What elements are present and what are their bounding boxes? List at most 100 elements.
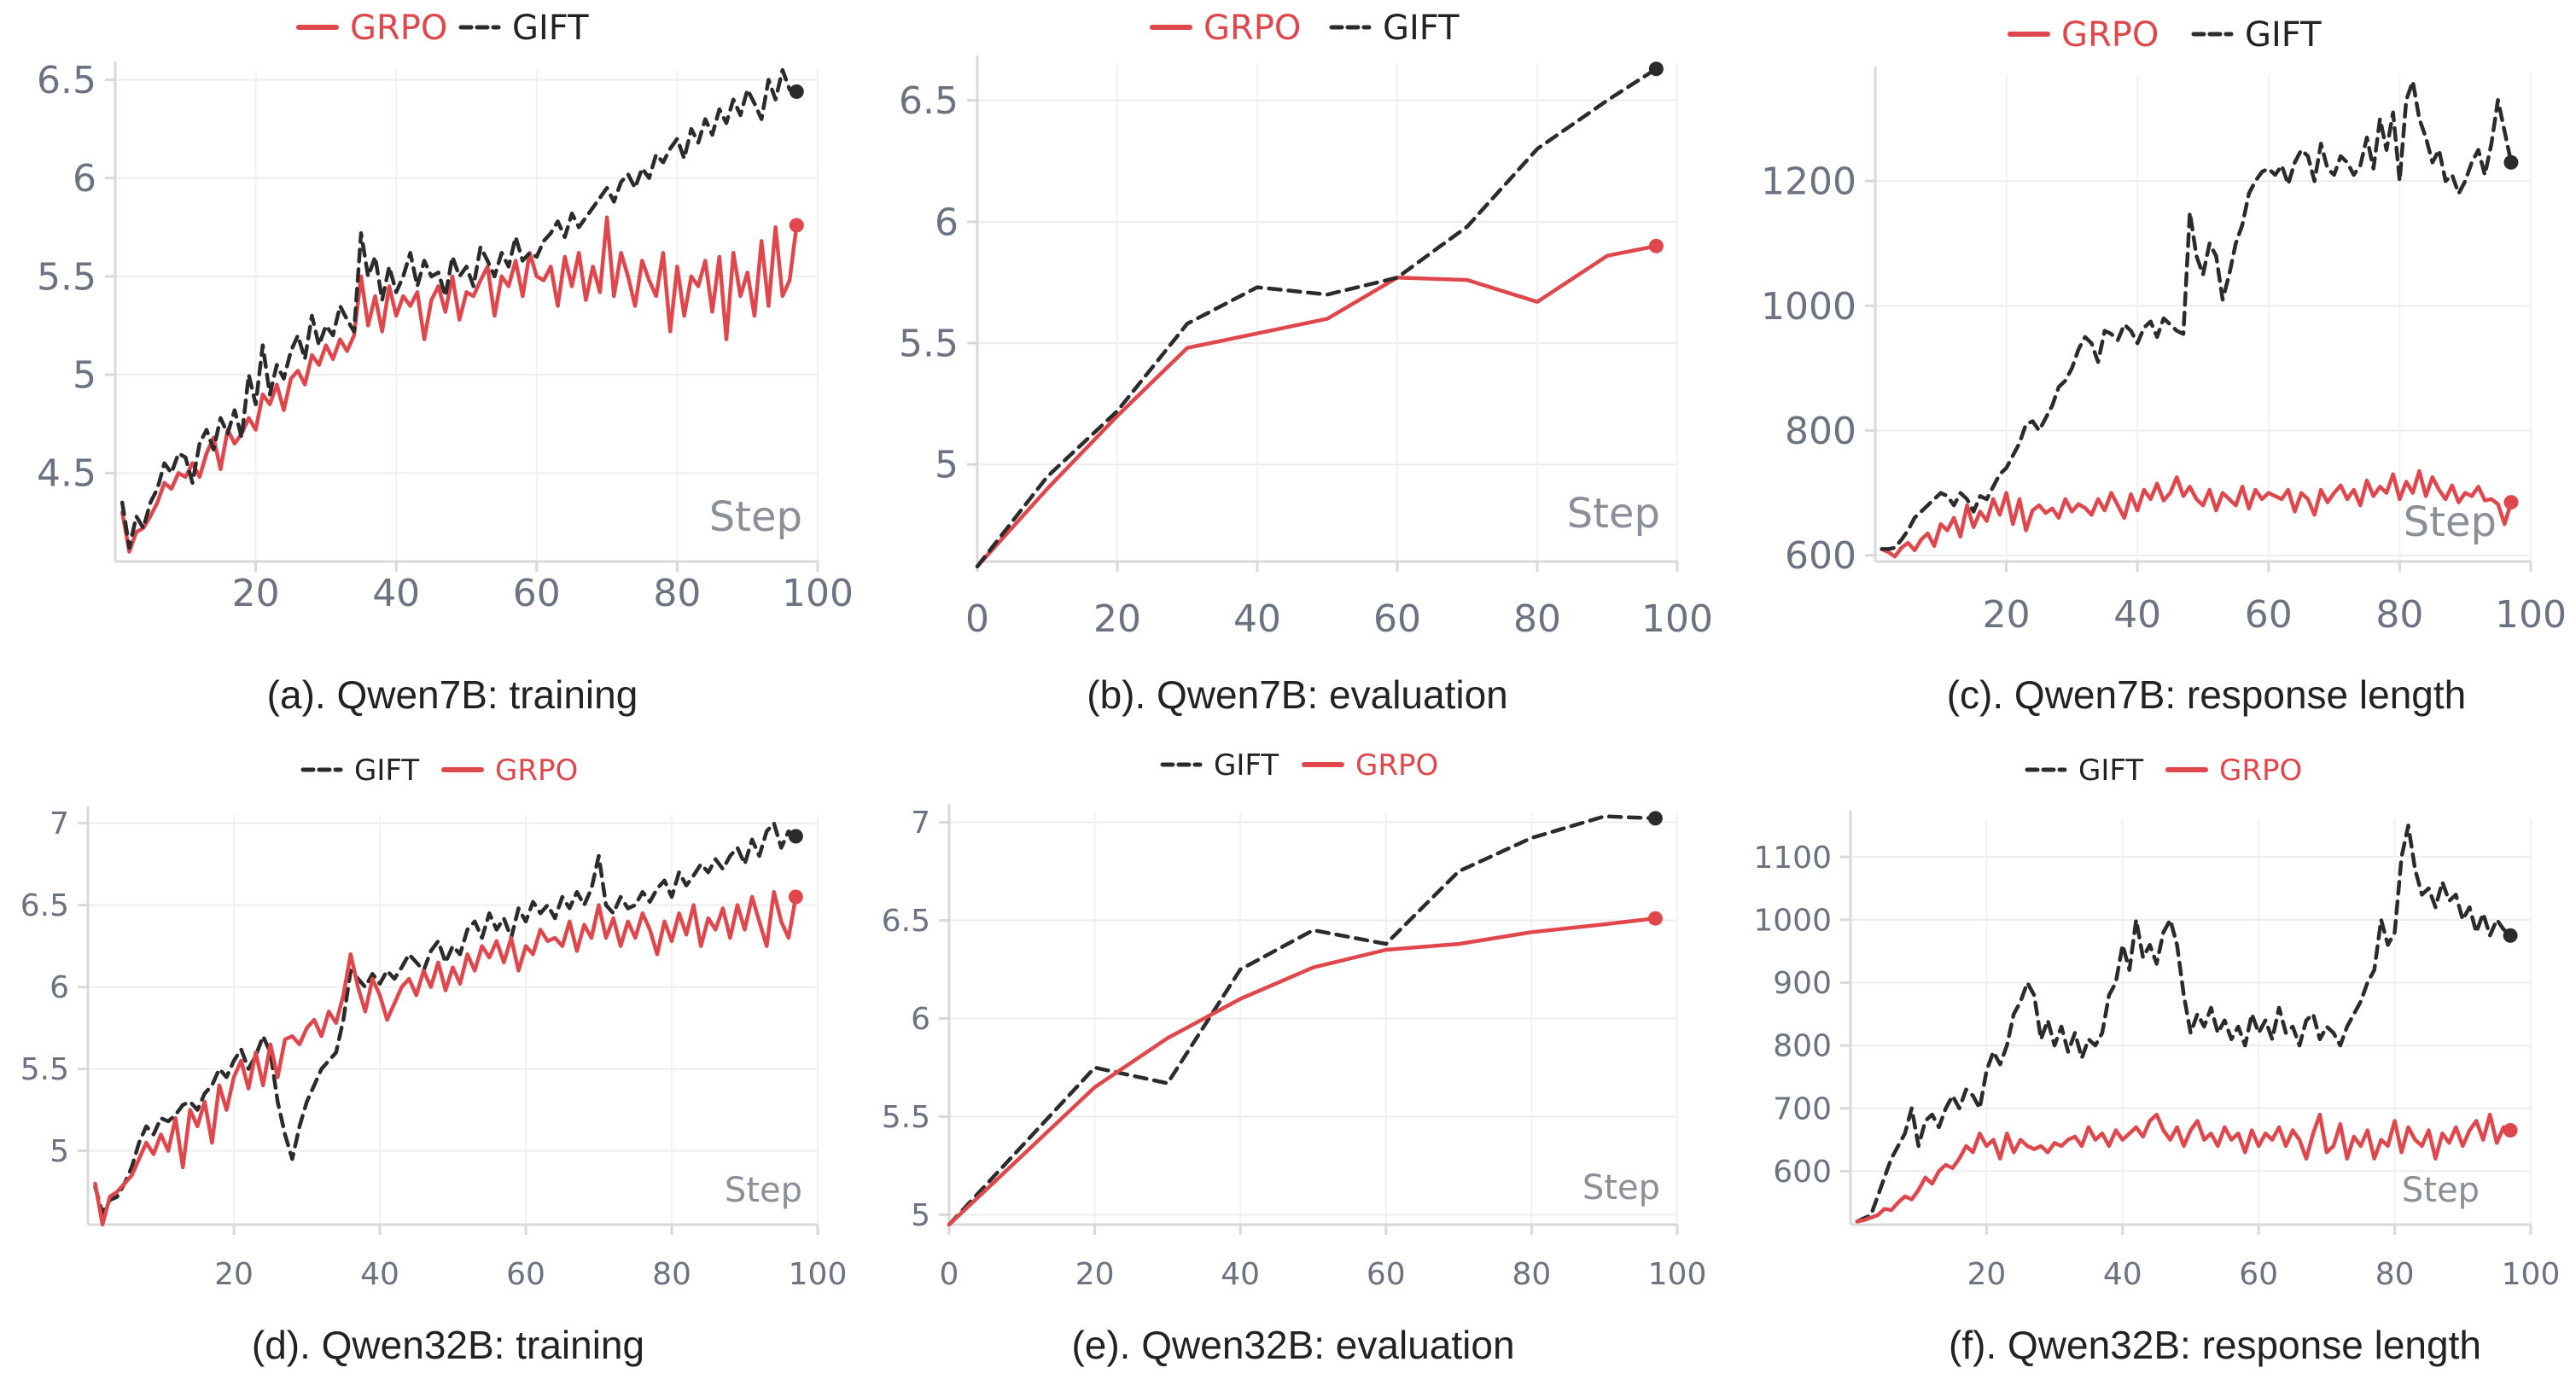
- y-tick-label: 600: [1773, 1155, 1832, 1190]
- x-tick-label: 80: [2375, 1257, 2415, 1292]
- y-tick-label: 5: [50, 1134, 69, 1169]
- series-line-grpo: [1880, 469, 2514, 559]
- series-end-point-grpo: [1648, 238, 1664, 253]
- series-line-gift: [1855, 824, 2513, 1224]
- y-tick-label: 6.5: [882, 904, 930, 939]
- series-line-grpo: [119, 215, 799, 554]
- series-line-gift: [119, 67, 799, 550]
- legend-label-grpo: GRPO: [495, 754, 578, 788]
- chart-panel-b: 5 5.5 6 6.5 0 20 40 60 80 100 Step GRPO GIFT (b). Qwe…: [899, 9, 1713, 717]
- series-end-point-grpo: [2503, 1123, 2518, 1138]
- legend-label-gift: GIFT: [354, 754, 419, 788]
- y-tick-label: 6: [73, 157, 96, 201]
- y-tick-label: 5.5: [37, 255, 96, 299]
- series-end-point-grpo: [788, 889, 803, 905]
- legend-label-gift: GIFT: [1383, 9, 1460, 48]
- x-tick-label: 80: [652, 1257, 691, 1292]
- x-tick-label: 20: [1983, 593, 2031, 637]
- panel-caption: (c). Qwen7B: response length: [1947, 672, 2467, 717]
- x-tick-label: 20: [1967, 1257, 2006, 1292]
- x-axis-label: Step: [1582, 1168, 1660, 1208]
- x-tick-label: 80: [2375, 593, 2423, 637]
- y-tick-label: 600: [1785, 534, 1856, 578]
- y-tick-label: 6: [935, 201, 959, 244]
- series-line-grpo: [93, 889, 798, 1227]
- y-tick-label: 5.5: [882, 1100, 930, 1135]
- y-tick-label: 900: [1773, 966, 1832, 1001]
- x-tick-label: 80: [1512, 1257, 1551, 1292]
- series-line-gift: [975, 67, 1658, 568]
- x-tick-label: 40: [1233, 597, 1281, 641]
- y-tick-label: 7: [911, 806, 930, 841]
- x-axis-label: Step: [2402, 1171, 2480, 1210]
- legend-label-gift: GIFT: [2078, 754, 2143, 788]
- chart-panel-c: 600 800 1000 1200 20 40 60 80 100 Step GRPO GIFT (c)…: [1761, 15, 2567, 717]
- chart-panel-a: 4.5 5 5.5 6 6.5 20 40 60 80 100 Step GRPO GIFT (a). Q…: [37, 9, 854, 717]
- series-end-point-grpo: [1647, 911, 1663, 926]
- panel-caption: (f). Qwen32B: response length: [1949, 1323, 2481, 1367]
- panel-caption: (e). Qwen32B: evaluation: [1071, 1323, 1514, 1367]
- y-tick-label: 6: [911, 1002, 930, 1037]
- legend-label-gift: GIFT: [512, 9, 589, 48]
- x-tick-label: 100: [1641, 597, 1713, 641]
- y-tick-label: 1100: [1753, 841, 1832, 876]
- x-tick-label: 20: [1093, 597, 1141, 641]
- y-tick-label: 1000: [1761, 285, 1856, 329]
- chart-panel-d: 5 5.5 6 6.5 7 20 40 60 80 100 Step GIFT GRPO (d). Qwe…: [20, 754, 848, 1367]
- y-tick-label: 5.5: [20, 1052, 69, 1087]
- x-axis-label: Step: [725, 1171, 802, 1210]
- series-end-point-gift: [2503, 928, 2518, 943]
- y-tick-label: 700: [1773, 1091, 1832, 1126]
- series-end-point-gift: [1648, 61, 1664, 77]
- legend-label-grpo: GRPO: [350, 9, 447, 48]
- y-tick-label: 6.5: [37, 59, 96, 102]
- series-end-point-gift: [789, 84, 804, 99]
- x-tick-label: 60: [2245, 593, 2293, 637]
- x-tick-label: 100: [789, 1257, 848, 1292]
- x-tick-label: 40: [1221, 1257, 1260, 1292]
- legend-label-grpo: GRPO: [2061, 15, 2159, 55]
- y-tick-label: 7: [50, 806, 69, 841]
- x-tick-label: 100: [782, 572, 854, 615]
- x-axis-label: Step: [1567, 490, 1660, 538]
- series-line-grpo: [975, 244, 1658, 568]
- series-end-point-gift: [1647, 811, 1663, 826]
- x-tick-label: 20: [214, 1257, 254, 1292]
- legend-label-grpo: GRPO: [1355, 748, 1438, 783]
- y-tick-label: 6.5: [20, 888, 69, 923]
- y-tick-label: 4.5: [37, 452, 96, 496]
- legend-label-grpo: GRPO: [2219, 754, 2302, 788]
- x-tick-label: 60: [1373, 597, 1421, 641]
- x-tick-label: 80: [1513, 597, 1561, 641]
- series-end-point-grpo: [2503, 495, 2519, 510]
- series-end-point-grpo: [789, 218, 804, 233]
- legend-label-gift: GIFT: [2245, 15, 2322, 55]
- x-tick-label: 20: [232, 572, 280, 615]
- series-line-gift: [1880, 79, 2514, 551]
- x-tick-label: 40: [372, 572, 420, 615]
- panel-caption: (d). Qwen32B: training: [252, 1323, 644, 1367]
- y-tick-label: 5: [935, 444, 959, 487]
- x-tick-label: 100: [2502, 1257, 2561, 1292]
- series-end-point-gift: [788, 829, 803, 844]
- y-tick-label: 6.5: [899, 79, 959, 123]
- panel-caption: (a). Qwen7B: training: [267, 672, 638, 717]
- x-axis-label: Step: [709, 493, 802, 541]
- x-tick-label: 40: [2103, 1257, 2142, 1292]
- series-line-grpo: [947, 916, 1658, 1227]
- legend-label-gift: GIFT: [1214, 748, 1279, 783]
- series-line-grpo: [1855, 1112, 2513, 1224]
- x-tick-label: 100: [1648, 1257, 1707, 1292]
- series-line-gift: [93, 821, 798, 1215]
- y-tick-label: 800: [1773, 1029, 1832, 1064]
- chart-panel-f: 600 700 800 900 1000 1100 20 40 60 80 100 Step GIFT G…: [1753, 754, 2560, 1367]
- series-line-gift: [947, 814, 1658, 1227]
- chart-panel-e: 5 5.5 6 6.5 7 0 20 40 60 80 100 Step GIFT GRPO (e). Qw…: [882, 748, 1707, 1367]
- x-tick-label: 20: [1075, 1257, 1115, 1292]
- y-tick-label: 1000: [1753, 903, 1832, 938]
- x-tick-label: 60: [506, 1257, 545, 1292]
- x-tick-label: 0: [940, 1257, 959, 1292]
- x-tick-label: 60: [513, 572, 561, 615]
